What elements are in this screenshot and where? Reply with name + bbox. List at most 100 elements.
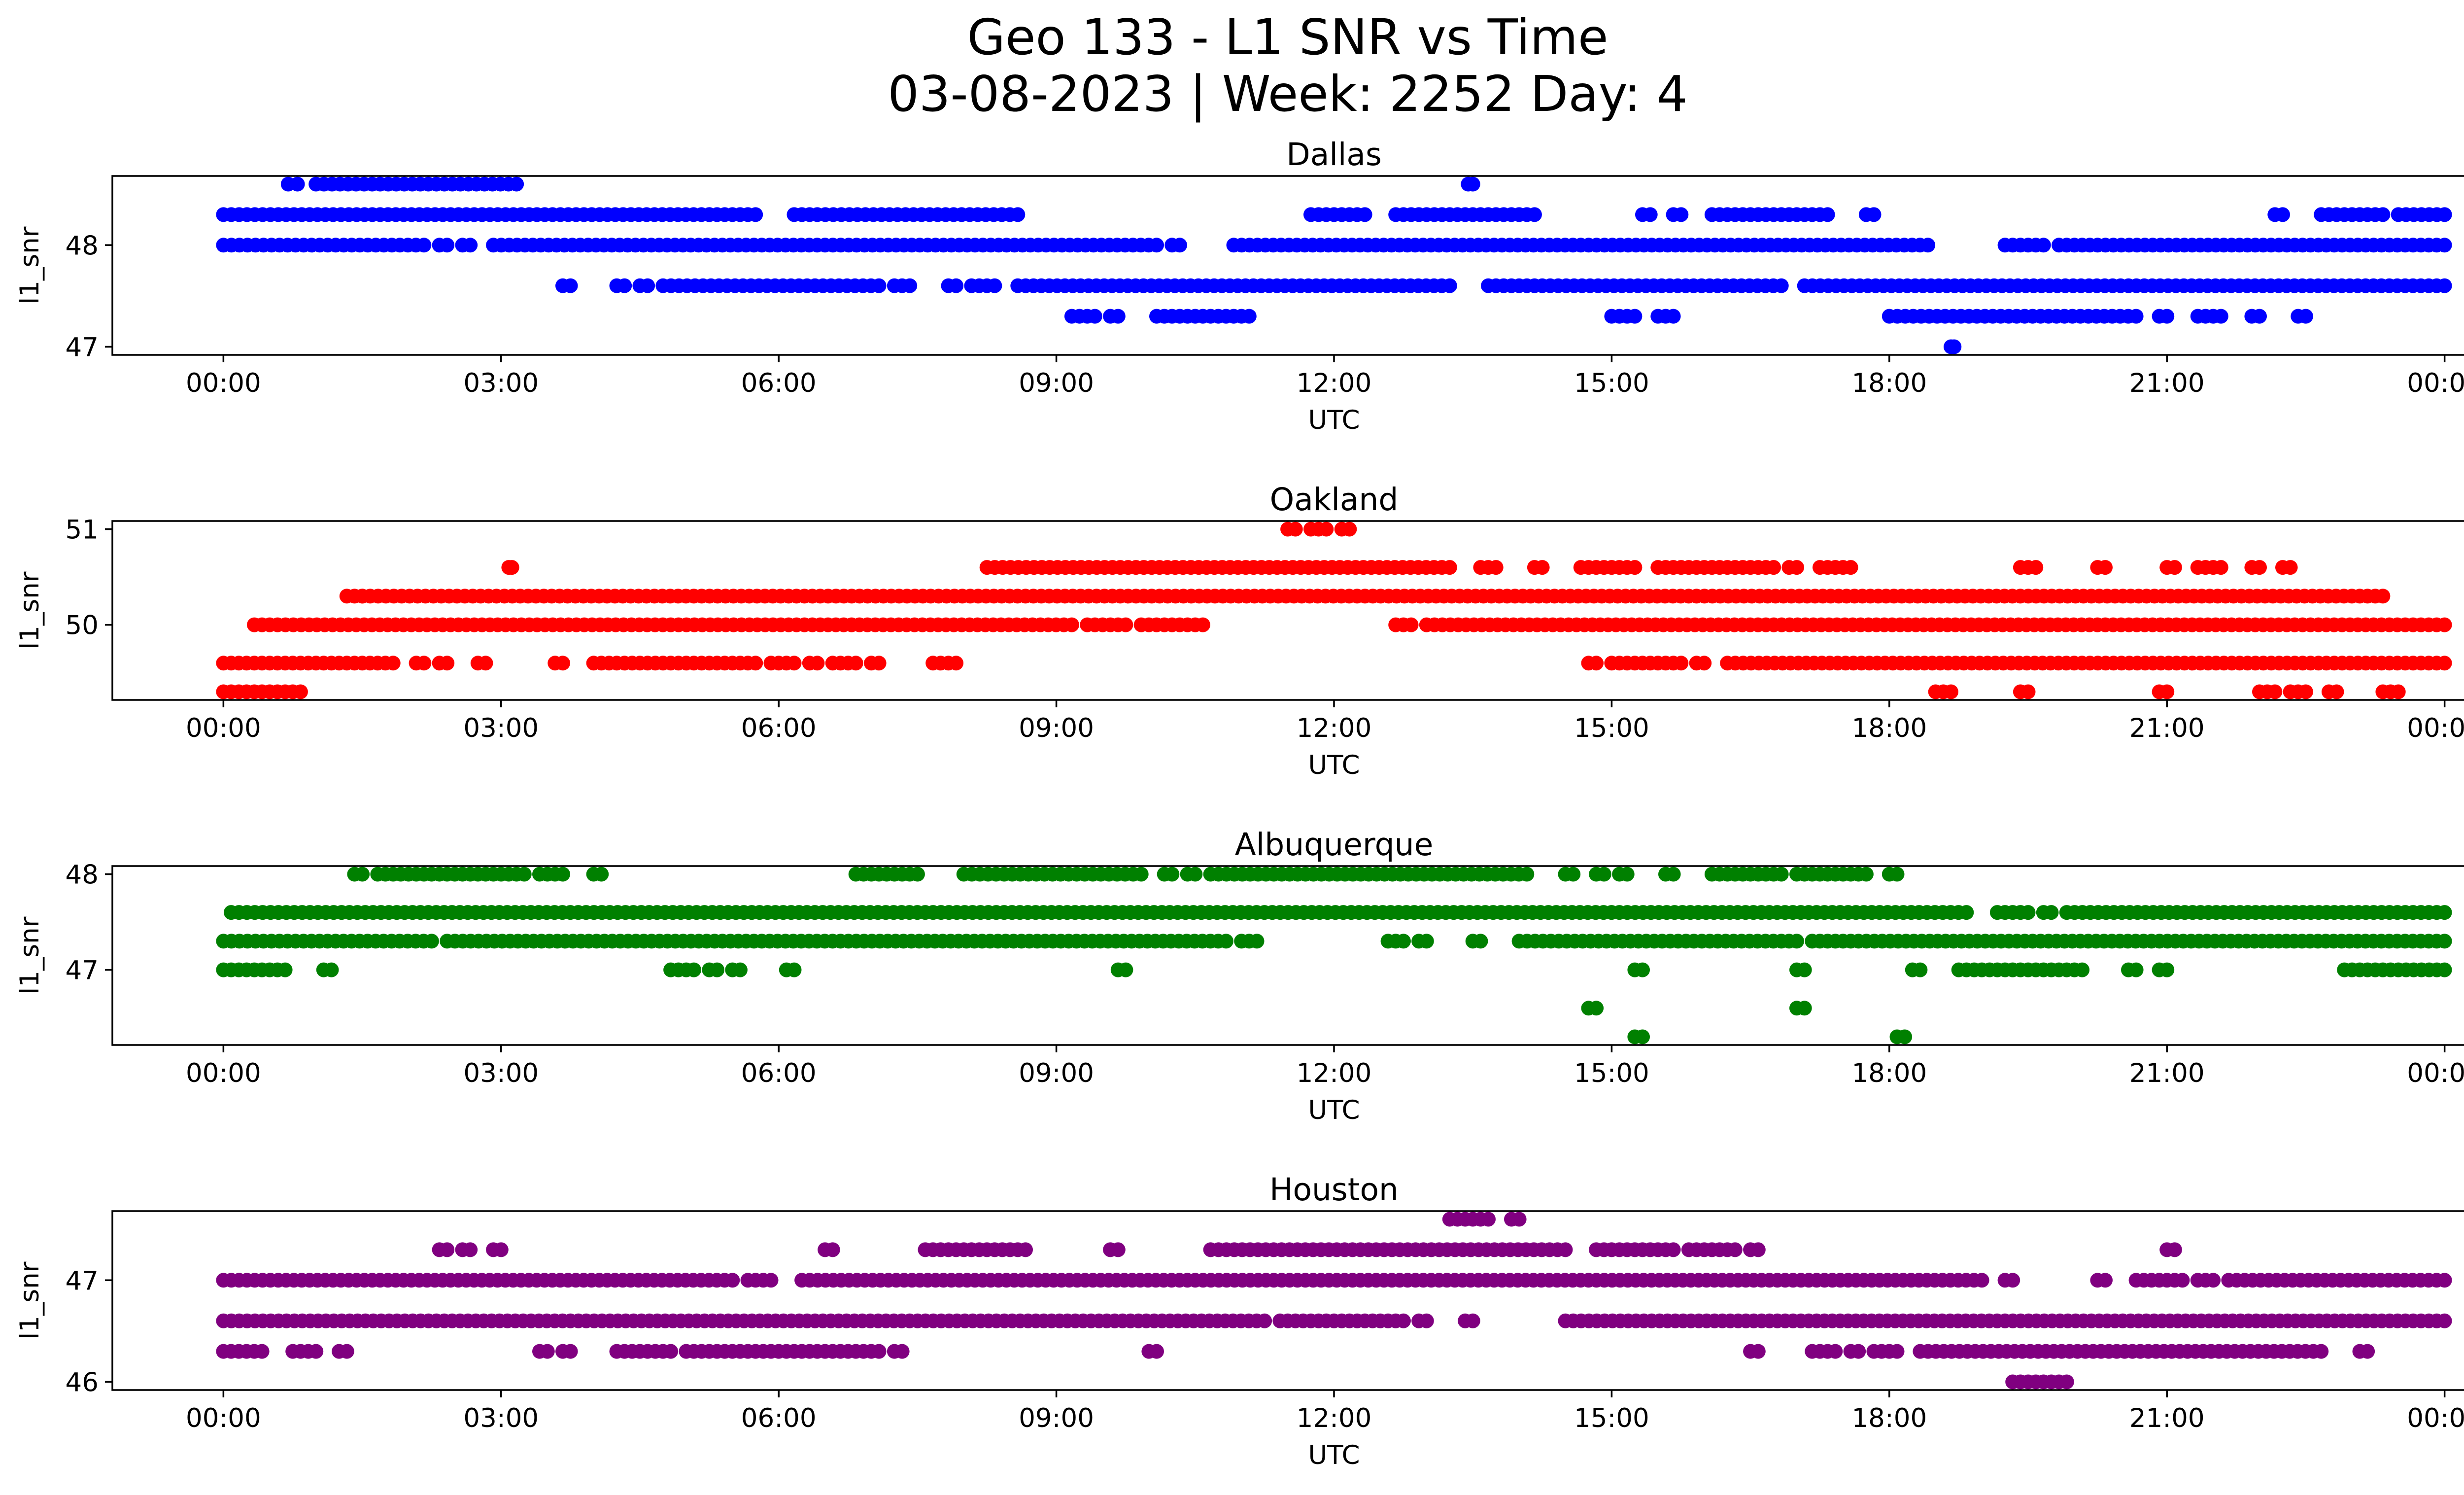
data-point xyxy=(1566,867,1581,882)
y-axis-label: l1_snr xyxy=(15,1261,45,1339)
data-point xyxy=(2375,589,2391,604)
data-point xyxy=(509,176,524,192)
data-point xyxy=(2159,684,2175,699)
data-point xyxy=(1727,1242,1743,1257)
data-point xyxy=(1481,1212,1496,1227)
x-tick-label: 06:00 xyxy=(741,1403,817,1433)
data-point xyxy=(2167,1242,2182,1257)
data-point xyxy=(1789,934,1804,949)
data-point xyxy=(2128,962,2144,977)
data-point xyxy=(1635,1029,1650,1044)
data-point xyxy=(1149,1344,1164,1359)
data-point xyxy=(787,962,802,977)
data-point xyxy=(2298,684,2313,699)
data-point xyxy=(748,656,763,671)
y-tick-label: 47 xyxy=(66,956,99,986)
data-point xyxy=(1913,962,1928,977)
data-point xyxy=(2437,238,2452,253)
data-point xyxy=(1774,278,1789,293)
data-point xyxy=(563,1344,578,1359)
data-point xyxy=(416,238,432,253)
data-point xyxy=(440,656,455,671)
data-point xyxy=(987,278,1002,293)
data-point xyxy=(1866,207,1882,222)
data-point xyxy=(1195,617,1210,632)
data-point xyxy=(478,656,493,671)
data-point xyxy=(2391,684,2406,699)
x-tick-label: 15:00 xyxy=(1574,1403,1649,1433)
data-point xyxy=(1419,934,1434,949)
x-tick-label: 21:00 xyxy=(2129,713,2205,743)
data-point xyxy=(2059,1374,2074,1390)
data-point xyxy=(293,684,308,699)
data-point xyxy=(2175,1273,2190,1288)
data-point xyxy=(910,867,925,882)
data-point xyxy=(1172,238,1187,253)
data-point xyxy=(2098,1273,2113,1288)
data-point xyxy=(1087,309,1102,324)
data-point xyxy=(1820,207,1835,222)
data-point xyxy=(1110,1242,1126,1257)
figure-title-line2: 03-08-2023 | Week: 2252 Day: 4 xyxy=(888,65,1687,123)
x-tick-label: 12:00 xyxy=(1297,368,1372,398)
y-axis-label: l1_snr xyxy=(15,571,45,649)
data-point xyxy=(1774,867,1789,882)
x-tick-label: 06:00 xyxy=(741,368,817,398)
data-point xyxy=(555,867,570,882)
data-point xyxy=(2437,1273,2452,1288)
data-point xyxy=(2005,1273,2020,1288)
data-point xyxy=(1750,1242,1766,1257)
data-point xyxy=(463,238,478,253)
data-point xyxy=(894,1344,910,1359)
data-point xyxy=(504,560,519,575)
data-point xyxy=(1627,309,1643,324)
data-point xyxy=(2044,905,2059,920)
x-tick-label: 15:00 xyxy=(1574,1058,1649,1088)
data-point xyxy=(1257,1313,1272,1328)
data-point xyxy=(493,1242,509,1257)
data-point xyxy=(810,656,825,671)
data-point xyxy=(949,278,964,293)
x-tick-label: 00:00 xyxy=(2407,713,2464,743)
subplots: Dallas 00:00 03:00 06:00 09:00 12:00 15:00 18:0… xyxy=(15,137,2464,1470)
y-tick-label: 48 xyxy=(66,860,99,890)
data-point xyxy=(516,867,532,882)
data-point xyxy=(1288,522,1303,537)
data-point xyxy=(1319,522,1334,537)
data-point xyxy=(1442,560,1457,575)
data-point xyxy=(1697,656,1712,671)
data-point xyxy=(308,1344,324,1359)
data-point xyxy=(2329,684,2344,699)
data-point xyxy=(355,867,370,882)
x-tick-label: 09:00 xyxy=(1019,368,1094,398)
data-point xyxy=(1396,1313,1411,1328)
data-point xyxy=(2267,684,2283,699)
subplot-houston: Houston 00:00 03:00 06:00 09:00 12:00 15:00 18:… xyxy=(15,1172,2464,1470)
x-tick-label: 00:00 xyxy=(186,1403,261,1433)
x-tick-label: 09:00 xyxy=(1019,1403,1094,1433)
data-point xyxy=(1635,962,1650,977)
data-point xyxy=(1558,1242,1573,1257)
x-tick-label: 15:00 xyxy=(1574,368,1649,398)
data-point xyxy=(848,656,863,671)
data-point xyxy=(1396,934,1411,949)
data-point xyxy=(1828,1344,1843,1359)
figure-title-line1: Geo 133 - L1 SNR vs Time xyxy=(967,8,1608,66)
y-axis-label: l1_snr xyxy=(15,226,45,304)
data-point xyxy=(2213,309,2228,324)
data-point xyxy=(1064,617,1079,632)
series-points xyxy=(216,522,2452,699)
x-tick-label: 06:00 xyxy=(741,1058,817,1088)
data-point xyxy=(2098,560,2113,575)
x-axis-label: UTC xyxy=(1308,1095,1360,1125)
data-point xyxy=(2437,1313,2452,1328)
x-tick-label: 03:00 xyxy=(463,368,539,398)
data-point xyxy=(2314,1344,2329,1359)
data-point xyxy=(1858,867,1874,882)
data-point xyxy=(1188,867,1203,882)
data-point xyxy=(1666,1242,1681,1257)
data-point xyxy=(640,278,655,293)
data-point xyxy=(594,867,609,882)
data-point xyxy=(686,962,701,977)
